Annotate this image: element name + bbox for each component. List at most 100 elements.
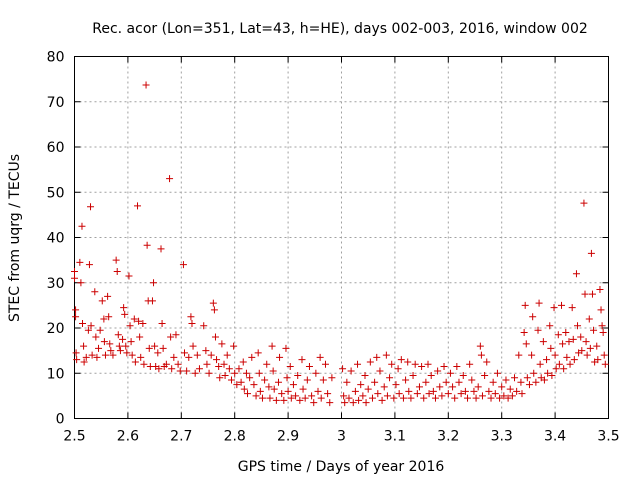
- data-point: [282, 344, 290, 352]
- data-point: [104, 292, 112, 300]
- data-point: [321, 360, 329, 368]
- data-point: [466, 360, 474, 368]
- data-point: [91, 288, 99, 296]
- data-point: [517, 378, 525, 386]
- data-point: [72, 313, 80, 321]
- data-point: [106, 340, 114, 348]
- data-point: [109, 351, 117, 359]
- y-axis-title: STEC from uqrg / TECUs: [7, 154, 23, 322]
- data-point: [284, 387, 292, 395]
- data-point: [568, 304, 576, 312]
- data-point: [136, 333, 144, 341]
- data-point: [158, 319, 166, 327]
- data-point: [143, 241, 151, 249]
- data-point: [223, 351, 231, 359]
- data-point: [453, 362, 461, 370]
- data-point: [518, 390, 526, 398]
- data-point: [187, 313, 195, 321]
- data-point: [256, 387, 264, 395]
- x-tick-label: 3.1: [384, 429, 406, 445]
- data-point: [489, 378, 497, 386]
- data-point: [176, 367, 184, 375]
- data-point: [390, 394, 398, 402]
- data-point: [280, 396, 288, 404]
- data-point: [535, 299, 543, 307]
- data-point: [261, 376, 269, 384]
- data-point: [314, 387, 322, 395]
- data-point: [474, 383, 482, 391]
- data-point: [100, 338, 108, 346]
- x-tick-label: 3.4: [544, 429, 566, 445]
- data-point: [506, 385, 514, 393]
- data-point: [552, 365, 560, 373]
- data-point: [565, 338, 573, 346]
- y-tick-label: 80: [47, 50, 65, 66]
- data-point: [78, 222, 86, 230]
- data-point: [185, 353, 193, 361]
- data-point: [359, 392, 367, 400]
- data-point: [92, 333, 100, 341]
- data-point: [265, 383, 273, 391]
- data-point: [88, 351, 96, 359]
- data-point: [558, 301, 566, 309]
- data-point: [85, 261, 93, 269]
- data-point: [93, 353, 101, 361]
- data-point: [270, 385, 278, 393]
- data-point: [500, 392, 508, 400]
- data-point: [491, 390, 499, 398]
- data-point: [559, 340, 567, 348]
- data-point: [587, 249, 595, 257]
- data-point: [599, 329, 607, 337]
- data-point: [496, 394, 504, 402]
- data-point: [361, 372, 369, 380]
- data-point: [254, 349, 262, 357]
- data-point: [71, 274, 78, 282]
- data-point: [504, 394, 512, 402]
- data-point: [548, 372, 556, 380]
- data-point: [550, 304, 558, 312]
- data-point: [139, 319, 147, 327]
- x-tick-label: 2.9: [277, 429, 299, 445]
- data-point: [422, 378, 430, 386]
- data-point: [449, 383, 457, 391]
- data-point: [159, 344, 167, 352]
- data-point: [266, 394, 274, 402]
- data-point: [294, 372, 302, 380]
- data-point: [436, 383, 444, 391]
- x-tick-label: 3.2: [437, 429, 459, 445]
- data-point: [593, 342, 601, 350]
- data-point: [554, 331, 562, 339]
- data-point: [540, 376, 548, 384]
- data-point: [493, 369, 501, 377]
- data-point: [392, 381, 400, 389]
- x-tick-label: 2.8: [224, 429, 246, 445]
- y-tick-label: 60: [47, 140, 65, 156]
- data-point: [142, 81, 150, 89]
- data-point: [116, 347, 124, 355]
- data-point: [596, 286, 604, 294]
- data-point: [148, 297, 156, 305]
- data-point: [215, 362, 223, 370]
- data-point: [522, 340, 530, 348]
- data-point: [440, 362, 448, 370]
- y-tick-label: 20: [47, 321, 65, 337]
- data-point: [255, 369, 263, 377]
- data-point: [472, 394, 480, 402]
- data-point: [513, 387, 521, 395]
- data-point: [340, 392, 348, 400]
- data-point: [95, 344, 103, 352]
- data-point: [525, 381, 533, 389]
- x-tick-label: 3.5: [597, 429, 619, 445]
- data-point: [459, 372, 467, 380]
- data-point: [594, 356, 602, 364]
- data-point: [96, 326, 104, 334]
- data-point: [308, 392, 316, 400]
- data-point: [438, 392, 446, 400]
- data-point: [364, 385, 372, 393]
- data-point: [529, 313, 537, 321]
- data-point: [87, 322, 95, 330]
- data-point: [457, 390, 465, 398]
- data-point: [586, 344, 594, 352]
- data-point: [597, 306, 605, 314]
